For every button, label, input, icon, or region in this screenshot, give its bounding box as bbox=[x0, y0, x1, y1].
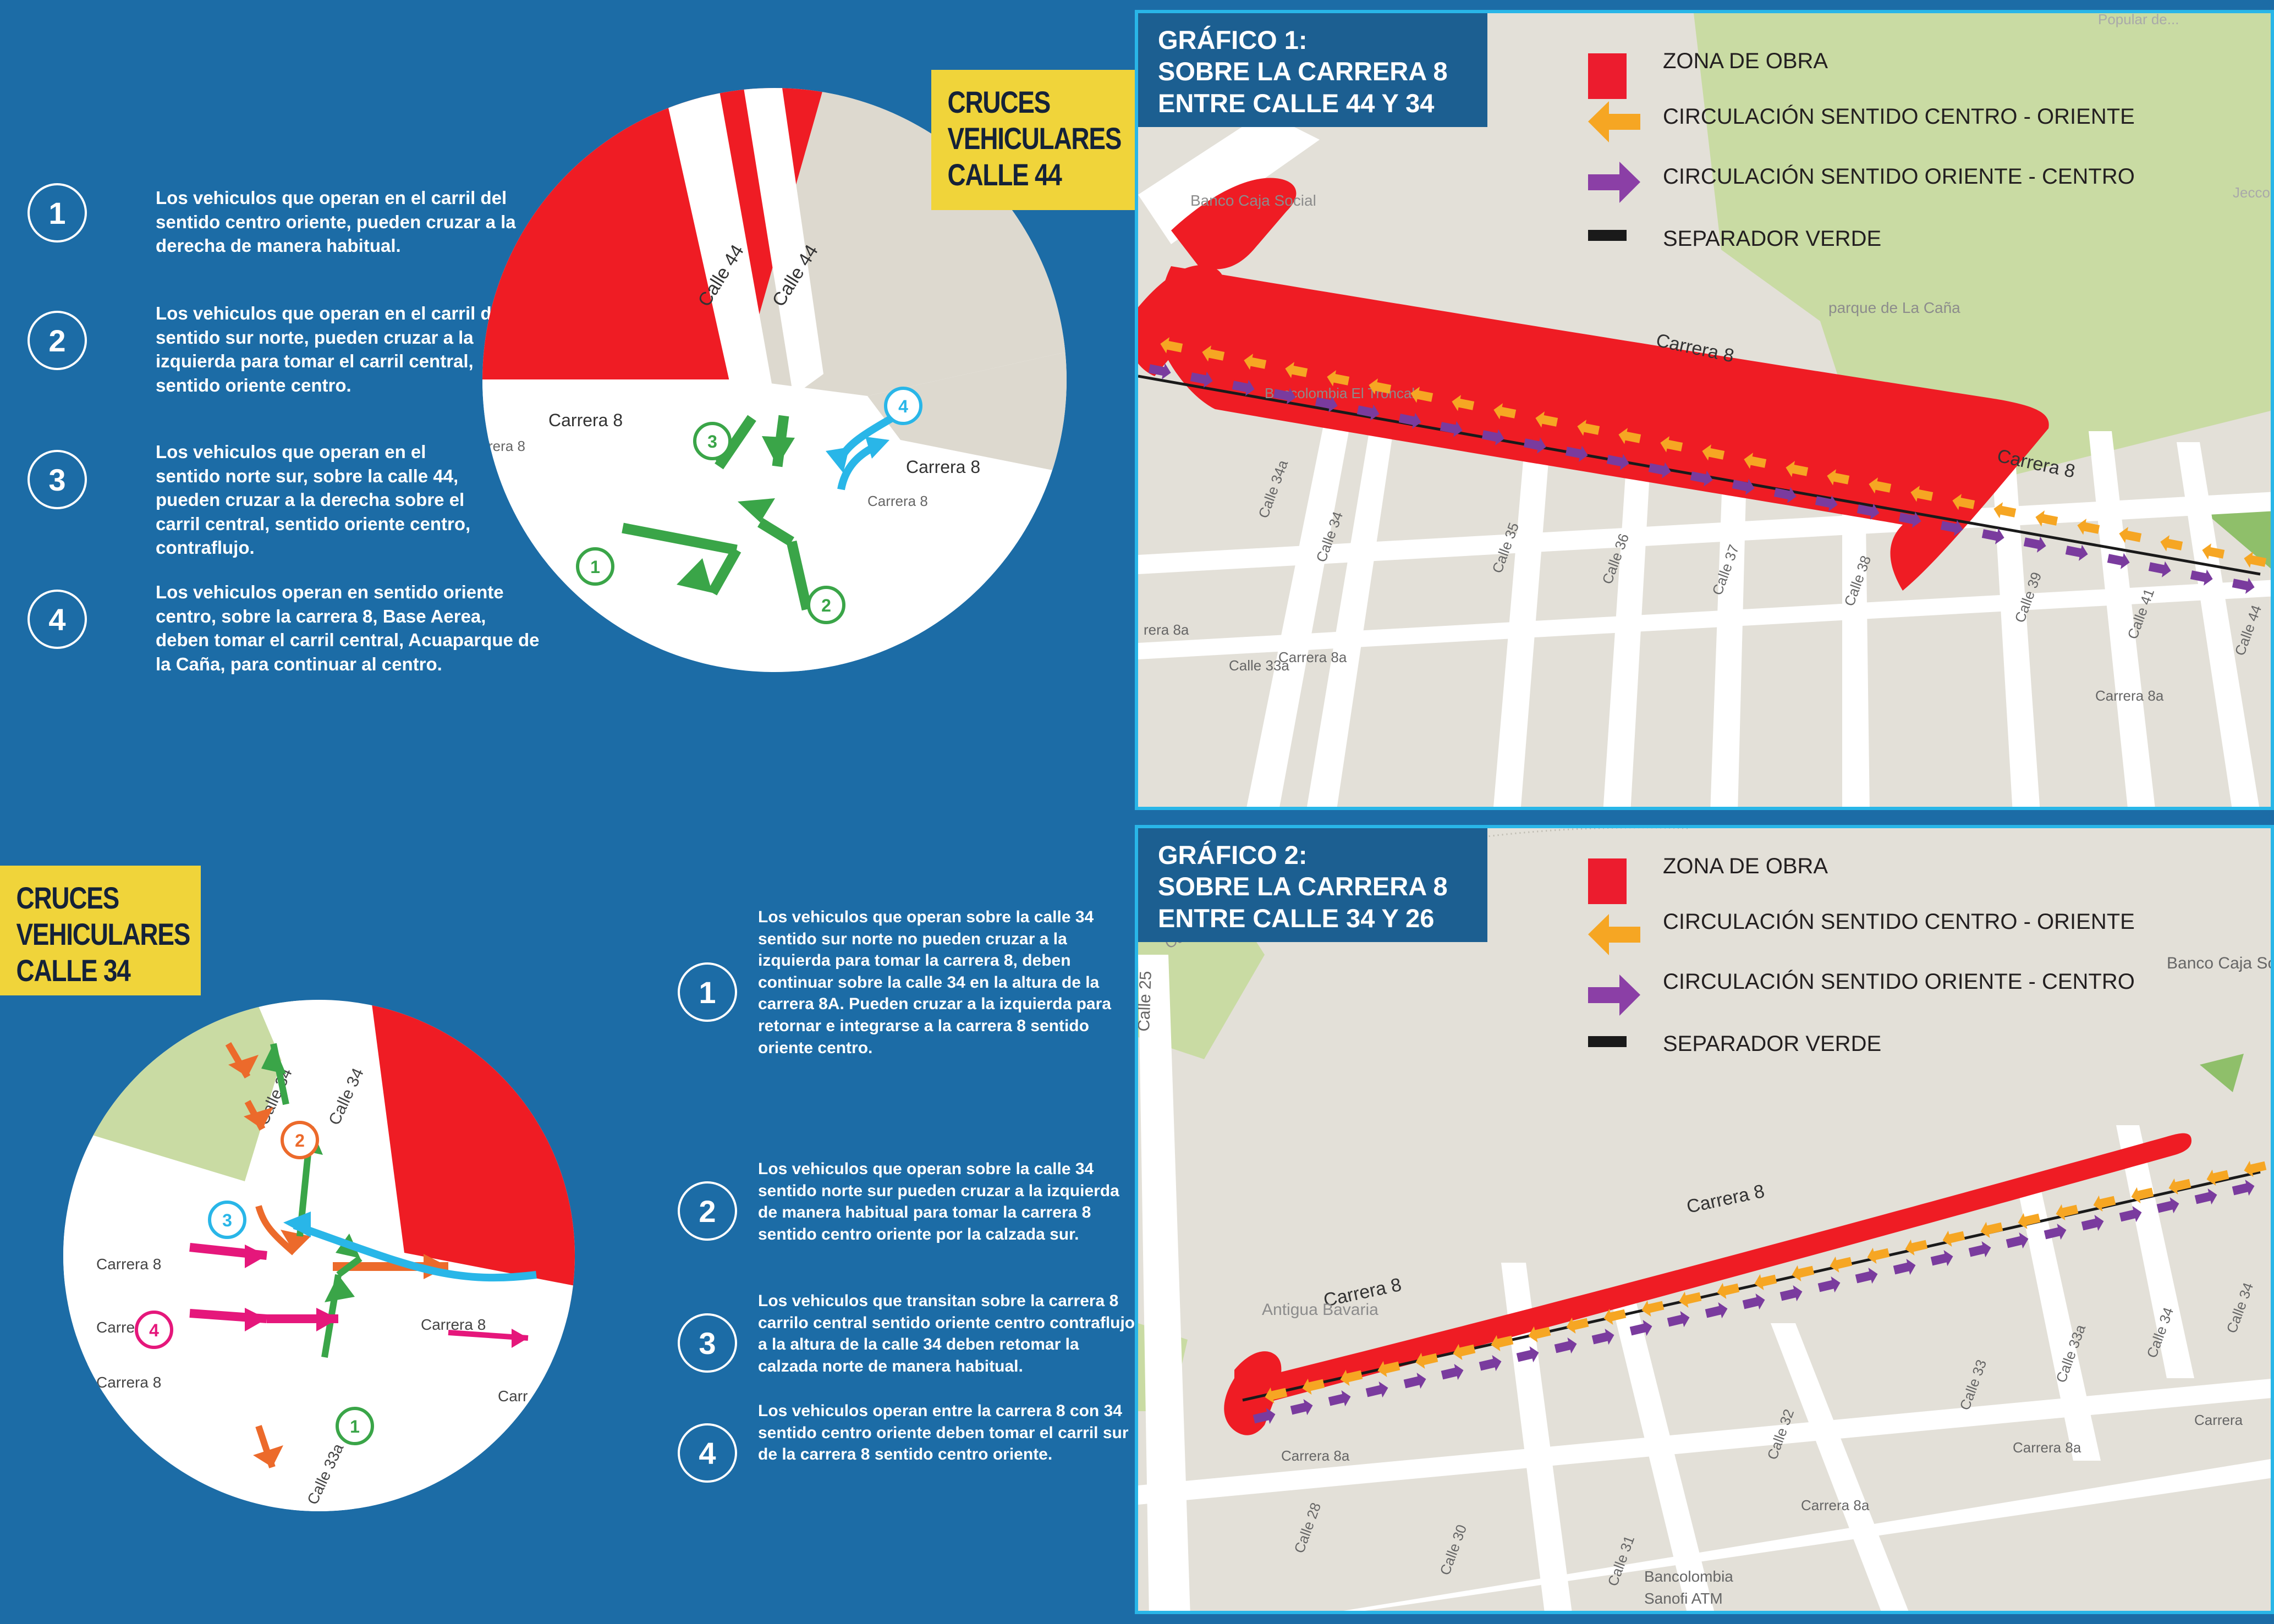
svg-text:Calle 25: Calle 25 bbox=[1138, 971, 1155, 1032]
svg-text:Carr: Carr bbox=[498, 1388, 528, 1405]
svg-text:Carrera 8a: Carrera 8a bbox=[2013, 1439, 2081, 1456]
svg-text:2: 2 bbox=[295, 1131, 305, 1150]
svg-text:1: 1 bbox=[350, 1417, 360, 1436]
svg-text:Carrera 8: Carrera 8 bbox=[548, 410, 623, 430]
svg-text:Carrera 8: Carrera 8 bbox=[906, 457, 980, 477]
svg-text:4: 4 bbox=[898, 397, 908, 416]
svg-text:Banco Caja Social: Banco Caja Social bbox=[2167, 954, 2274, 972]
svg-text:Carrera 8a: Carrera 8a bbox=[1801, 1497, 1870, 1513]
svg-text:1: 1 bbox=[590, 557, 600, 577]
svg-text:2: 2 bbox=[821, 596, 831, 615]
svg-text:Carrera 8a: Carrera 8a bbox=[2095, 687, 2164, 704]
svg-text:Sanofi ATM: Sanofi ATM bbox=[1644, 1590, 1723, 1607]
svg-text:4: 4 bbox=[149, 1320, 159, 1340]
svg-text:Banco Caja Social: Banco Caja Social bbox=[1190, 192, 1316, 209]
svg-text:Carrera 8a: Carrera 8a bbox=[1281, 1447, 1350, 1464]
svg-text:parque de La Caña: parque de La Caña bbox=[1828, 299, 1960, 316]
svg-text:Carrera 8: Carrera 8 bbox=[96, 1256, 161, 1273]
svg-text:Bancolombia: Bancolombia bbox=[1644, 1568, 1733, 1585]
svg-text:Antigua Bavaria: Antigua Bavaria bbox=[1262, 1301, 1378, 1319]
svg-text:Popular de...: Popular de... bbox=[2098, 13, 2179, 27]
svg-text:3: 3 bbox=[222, 1210, 232, 1230]
svg-text:y Solucion S.a.s: y Solucion S.a.s bbox=[559, 648, 654, 663]
svg-text:Carrera 8a: Carrera 8a bbox=[1278, 649, 1347, 665]
svg-text:Carrera 8: Carrera 8 bbox=[96, 1374, 161, 1391]
svg-text:rera 8a: rera 8a bbox=[1144, 621, 1189, 638]
svg-text:rera 8: rera 8 bbox=[488, 438, 525, 454]
svg-text:Carrera 8: Carrera 8 bbox=[867, 493, 928, 509]
svg-text:Jecco: Jecco bbox=[2233, 184, 2270, 201]
svg-text:Carrera: Carrera bbox=[2194, 1412, 2243, 1428]
svg-text:3: 3 bbox=[707, 432, 717, 452]
